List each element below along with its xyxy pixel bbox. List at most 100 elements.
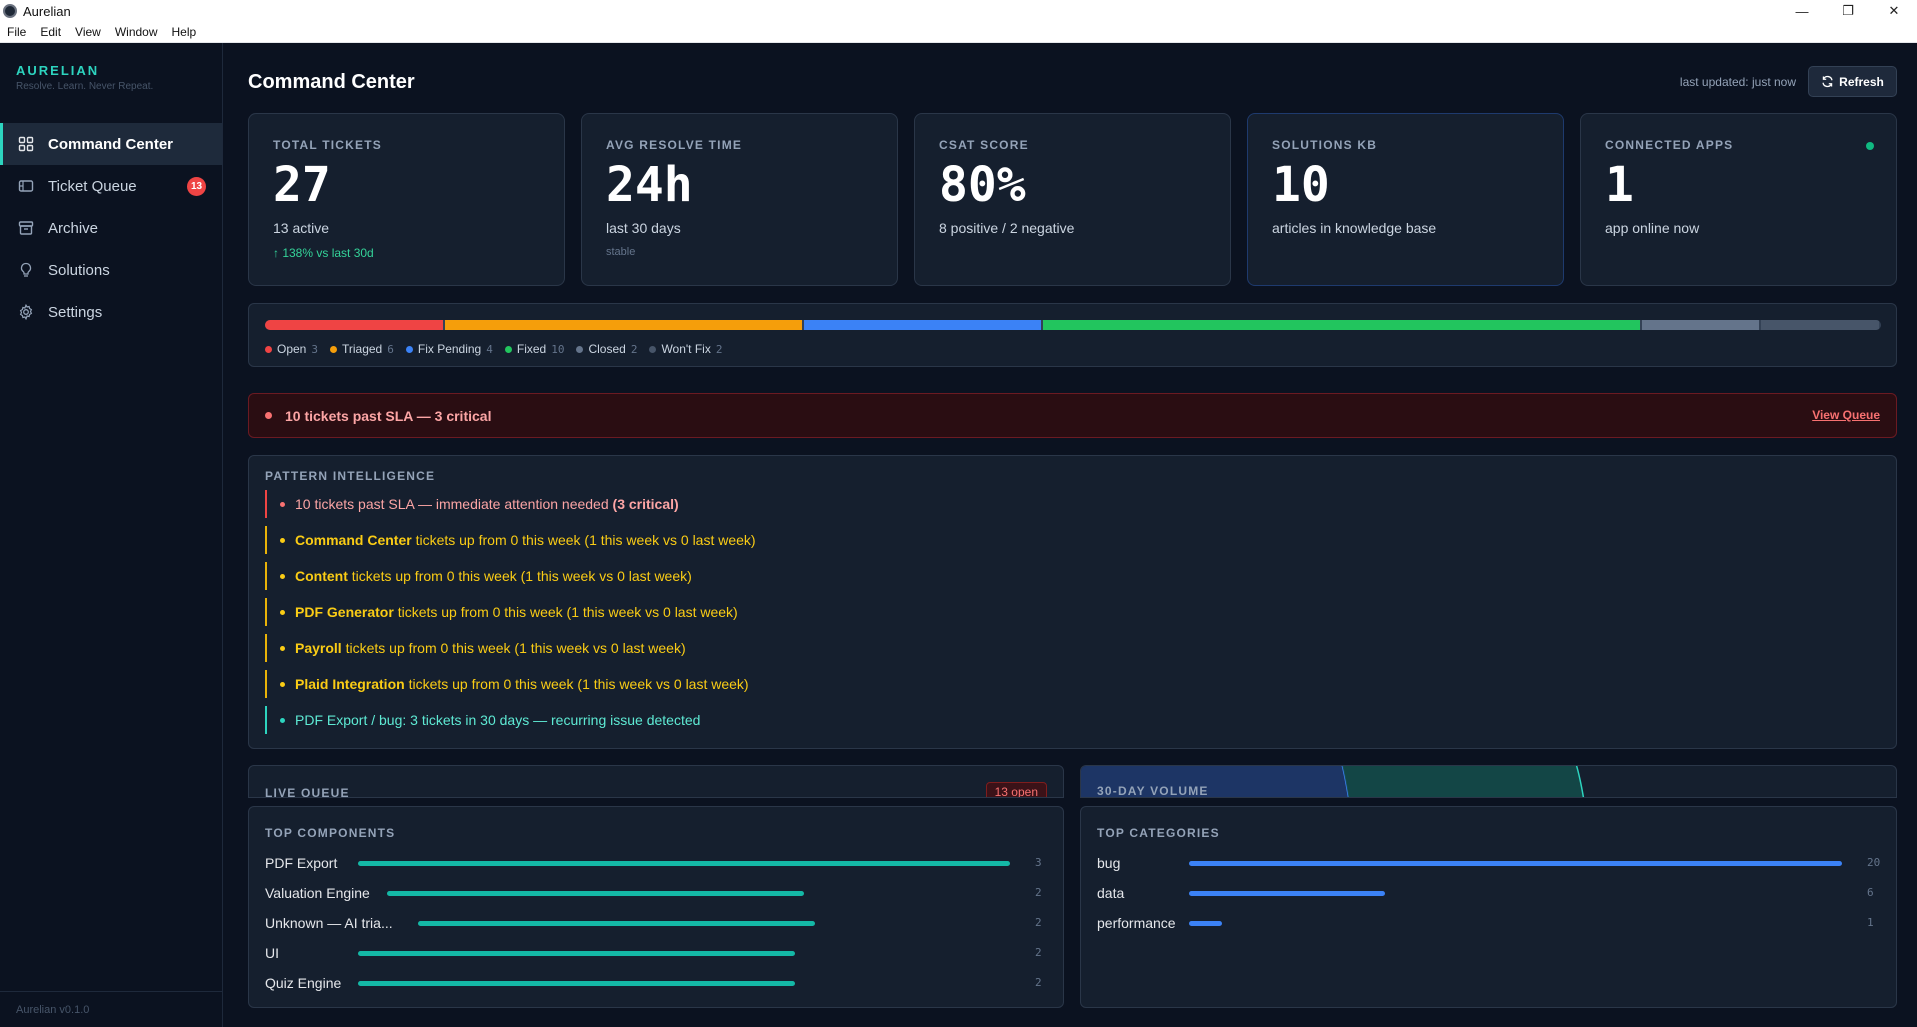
top-components-panel: TOP COMPONENTS PDF Export 3 Valuation Engi… — [248, 806, 1064, 1008]
section-title: TOP COMPONENTS — [265, 826, 396, 840]
pattern-tail: (3 critical) — [612, 496, 679, 512]
bar-fill — [1189, 921, 1222, 926]
window-titlebar: Aurelian — ❐ ✕ — [0, 0, 1917, 22]
close-icon[interactable]: ✕ — [1888, 3, 1900, 18]
bar-row[interactable]: UI 2 — [265, 943, 1045, 963]
legend-dot — [329, 345, 337, 353]
bar-fill — [358, 981, 795, 986]
bar-value: 20 — [1867, 856, 1881, 869]
pattern-item[interactable]: Payroll tickets up from 0 this week (1 t… — [265, 634, 1875, 662]
legend-count: 2 — [630, 342, 638, 356]
live-queue-panel: LIVE QUEUE 13 open — [248, 765, 1064, 798]
legend-label: Fix Pending — [417, 342, 482, 356]
card-label: CSAT SCORE — [939, 138, 1029, 152]
stat-card-avg-resolve[interactable]: AVG RESOLVE TIME 24h last 30 days stable — [581, 113, 898, 286]
pattern-lead: Command Center — [295, 532, 412, 548]
refresh-button[interactable]: Refresh — [1808, 66, 1897, 97]
bar-row[interactable]: data 6 — [1097, 883, 1877, 903]
status-segment-open — [265, 320, 443, 330]
legend-label: Won't Fix — [661, 342, 711, 356]
status-segment-closed — [1641, 320, 1760, 330]
bar-row[interactable]: Valuation Engine 2 — [265, 883, 1045, 903]
volume-area-teal — [1342, 766, 1584, 797]
status-distribution: Open 3 Triaged 6 Fix Pending 4 Fixed 10 Closed 2 W… — [248, 303, 1897, 367]
legend-count: 6 — [387, 342, 394, 356]
card-label: TOTAL TICKETS — [273, 138, 382, 152]
bar-row[interactable]: Unknown — AI tria... 2 — [265, 913, 1045, 933]
legend-item: Closed 2 — [576, 342, 637, 356]
volume-chart-panel: 30-DAY VOLUME — [1080, 765, 1897, 798]
bar-value: 3 — [1035, 856, 1042, 869]
bar-row[interactable]: bug 20 — [1097, 853, 1881, 873]
pattern-item[interactable]: Content tickets up from 0 this week (1 t… — [265, 562, 1875, 590]
status-stacked-bar — [265, 320, 1881, 330]
pattern-bullet — [280, 573, 285, 579]
window-title: Aurelian — [23, 3, 71, 19]
bar-value: 6 — [1867, 886, 1874, 899]
pattern-body: tickets up from 0 this week (1 this week… — [347, 568, 692, 584]
sidebar-item-archive[interactable]: Archive — [0, 207, 222, 249]
window-controls: — ❐ ✕ — [1779, 0, 1917, 22]
card-value: 1 — [1605, 157, 1634, 213]
refresh-icon — [1822, 75, 1833, 88]
bar-row[interactable]: performance 1 — [1097, 913, 1877, 933]
menu-view[interactable]: View — [75, 25, 101, 39]
view-queue-link[interactable]: View Queue — [1812, 408, 1880, 422]
menu-file[interactable]: File — [7, 25, 27, 39]
pattern-bullet — [280, 717, 285, 723]
status-segment-fix-pending — [803, 320, 1042, 330]
main-content: Command Center last updated: just now Re… — [224, 43, 1917, 1027]
pattern-text: PDF Generator tickets up from 0 this wee… — [295, 604, 738, 620]
card-subtext: app online now — [1605, 220, 1700, 236]
bar-row[interactable]: PDF Export 3 — [265, 853, 1045, 873]
ticket-icon — [18, 178, 34, 194]
pattern-lead: Plaid Integration — [295, 676, 405, 692]
bar-fill — [1189, 891, 1385, 896]
bar-label: PDF Export — [265, 855, 338, 871]
stat-card-csat[interactable]: CSAT SCORE 80% 8 positive / 2 negative — [914, 113, 1231, 286]
section-title: LIVE QUEUE — [265, 786, 350, 798]
sidebar-item-label: Ticket Queue — [48, 177, 137, 195]
bar-row[interactable]: Quiz Engine 2 — [265, 973, 1045, 993]
sidebar-item-label: Command Center — [48, 135, 174, 153]
bar-label: Unknown — AI tria... — [265, 915, 393, 931]
card-value: 10 — [1272, 157, 1330, 213]
volume-area-blue — [1081, 766, 1349, 797]
sidebar-item-settings[interactable]: Settings — [0, 291, 222, 333]
pattern-text: Content tickets up from 0 this week (1 t… — [295, 568, 692, 584]
restore-icon[interactable]: ❐ — [1842, 3, 1854, 18]
pattern-item[interactable]: Command Center tickets up from 0 this we… — [265, 526, 1875, 554]
card-subtext: 8 positive / 2 negative — [939, 220, 1075, 236]
card-label: CONNECTED APPS — [1605, 138, 1734, 152]
sidebar-item-ticket-queue[interactable]: Ticket Queue 13 — [0, 165, 222, 207]
pattern-item[interactable]: Plaid Integration tickets up from 0 this… — [265, 670, 1875, 698]
stat-card-total-tickets[interactable]: TOTAL TICKETS 27 13 active ↑ 138% vs las… — [248, 113, 565, 286]
bar-label: data — [1097, 885, 1125, 901]
archive-icon — [18, 220, 34, 236]
pattern-intelligence-panel: PATTERN INTELLIGENCE 10 tickets past SLA… — [248, 455, 1897, 749]
bar-value: 1 — [1867, 916, 1874, 929]
stat-card-connected-apps[interactable]: CONNECTED APPS 1 app online now — [1580, 113, 1897, 286]
card-label: AVG RESOLVE TIME — [606, 138, 743, 152]
bar-fill — [418, 921, 815, 926]
status-legend: Open 3 Triaged 6 Fix Pending 4 Fixed 10 Closed 2 W… — [265, 342, 722, 356]
refresh-label: Refresh — [1839, 74, 1884, 89]
sidebar-item-solutions[interactable]: Solutions — [0, 249, 222, 291]
menu-help[interactable]: Help — [171, 25, 197, 39]
menu-edit[interactable]: Edit — [40, 25, 62, 39]
legend-label: Fixed — [516, 342, 547, 356]
pattern-item[interactable]: PDF Export / bug: 3 tickets in 30 days —… — [265, 706, 1875, 734]
pattern-item[interactable]: 10 tickets past SLA — immediate attentio… — [265, 490, 1875, 518]
bar-label: Quiz Engine — [265, 975, 342, 991]
section-title: PATTERN INTELLIGENCE — [265, 469, 436, 483]
pattern-bullet — [280, 645, 285, 651]
bar-value: 2 — [1035, 886, 1042, 899]
minimize-icon[interactable]: — — [1795, 3, 1809, 19]
menu-window[interactable]: Window — [114, 25, 158, 39]
legend-dot — [504, 345, 512, 353]
pattern-item[interactable]: PDF Generator tickets up from 0 this wee… — [265, 598, 1875, 626]
pattern-body: tickets up from 0 this week (1 this week… — [341, 640, 686, 656]
sidebar-item-command-center[interactable]: Command Center — [0, 123, 222, 165]
pattern-body: tickets up from 0 this week (1 this week… — [411, 532, 756, 548]
stat-card-solutions-kb[interactable]: SOLUTIONS KB 10 articles in knowledge ba… — [1247, 113, 1564, 286]
